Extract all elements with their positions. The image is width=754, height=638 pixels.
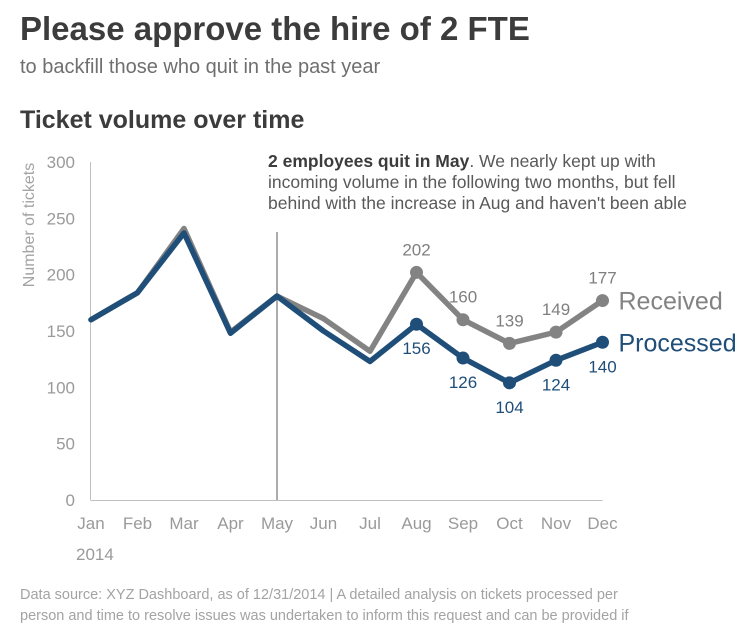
data-point-processed (456, 351, 470, 365)
data-label-processed: 104 (495, 398, 523, 417)
y-tick-label: 250 (47, 209, 75, 228)
data-point-processed (503, 376, 516, 390)
x-year-label: 2014 (76, 545, 114, 564)
data-point-processed (596, 335, 609, 349)
y-tick-label: 100 (47, 378, 75, 397)
x-tick-label: Aug (401, 514, 431, 533)
data-label-received: 160 (449, 288, 477, 307)
data-point-processed (549, 353, 563, 367)
y-tick-label: 300 (47, 153, 75, 172)
x-tick-label: Jul (359, 514, 381, 533)
x-tick-label: Apr (217, 514, 244, 533)
series-line-received (88, 225, 606, 355)
data-label-processed: 126 (449, 373, 477, 392)
series-name-label-received: Received (619, 288, 723, 316)
x-tick-label: Mar (169, 514, 199, 533)
annotation-line-3: behind with the increase in Aug and have… (268, 193, 687, 213)
x-tick-label: Dec (587, 514, 618, 533)
data-point-processed (410, 317, 423, 331)
data-label-received: 139 (495, 311, 523, 330)
data-label-received: 202 (402, 240, 430, 259)
data-point-received (503, 336, 516, 350)
data-label-received: 177 (588, 269, 616, 288)
data-point-received (596, 294, 609, 308)
data-point-received (456, 313, 470, 327)
annotation-line-2: incoming volume in the following two mon… (268, 172, 676, 192)
x-tick-label: Jun (310, 514, 337, 533)
annotation-lead: 2 employees quit in May (268, 151, 470, 171)
chart-annotation: 2 employees quit in May. We nearly kept … (268, 151, 754, 214)
data-label-received: 149 (542, 300, 570, 319)
data-label-processed: 156 (402, 339, 430, 358)
page-subtitle: to backfill those who quit in the past y… (20, 56, 381, 78)
annotation-line-1: . We nearly kept up with (469, 151, 656, 171)
ticket-volume-chart: 0 50 100 150 200 250 300 Number of tickets Jan Fe… (21, 153, 737, 564)
page-title: Please approve the hire of 2 FTE (20, 10, 530, 47)
footnote-line-2: person and time to resolve issues was un… (20, 608, 629, 624)
x-tick-label: May (261, 514, 294, 533)
series-name-label-processed: Processed (619, 329, 737, 357)
data-point-received (410, 265, 423, 279)
x-tick-label: Jan (77, 514, 104, 533)
chart-title: Ticket volume over time (20, 106, 305, 134)
y-tick-label: 50 (56, 435, 75, 454)
y-axis-label: Number of tickets (21, 163, 38, 287)
x-tick-label: Sep (448, 514, 478, 533)
footnote: Data source: XYZ Dashboard, as of 12/31/… (20, 585, 740, 627)
y-tick-label: 200 (47, 266, 75, 285)
data-point-received (549, 325, 563, 339)
x-tick-label: Oct (496, 514, 523, 533)
data-label-processed: 124 (542, 375, 570, 394)
y-tick-label: 150 (47, 322, 75, 341)
series-line-processed (88, 230, 606, 386)
x-tick-label: Nov (541, 514, 572, 533)
y-tick-label: 0 (66, 491, 75, 510)
data-label-processed: 140 (588, 357, 616, 376)
x-tick-label: Feb (123, 514, 152, 533)
footnote-line-1: Data source: XYZ Dashboard, as of 12/31/… (20, 587, 618, 603)
